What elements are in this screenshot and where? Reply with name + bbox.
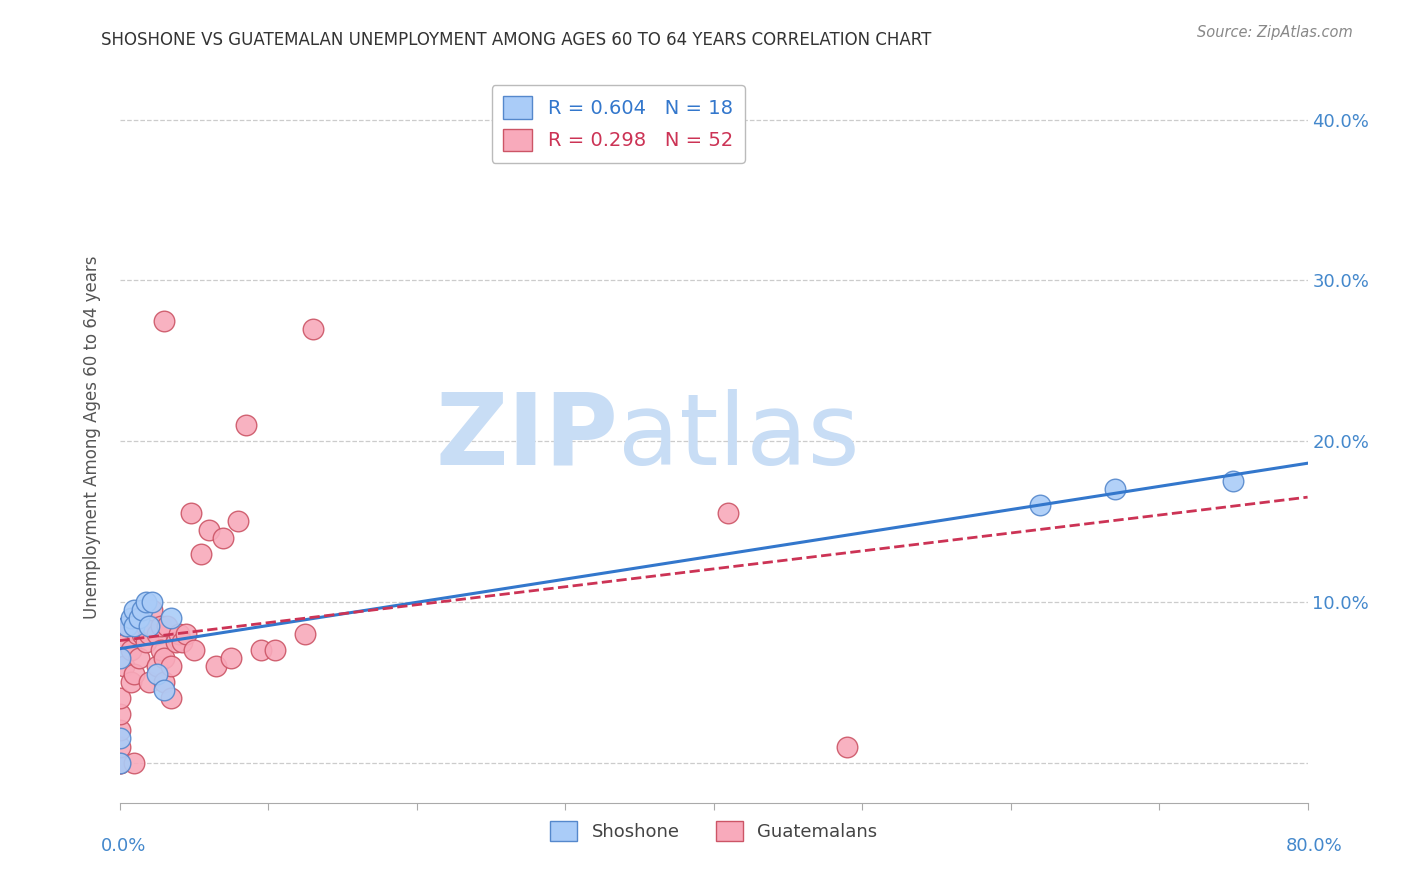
- Text: atlas: atlas: [619, 389, 860, 485]
- Point: [138, 619, 160, 633]
- Point: [120, 675, 142, 690]
- Point: [115, 619, 138, 633]
- Point: [197, 523, 219, 537]
- Point: [170, 635, 193, 649]
- Point: [190, 547, 212, 561]
- Point: [128, 651, 150, 665]
- Point: [180, 507, 202, 521]
- Point: [124, 603, 146, 617]
- Point: [156, 619, 179, 633]
- Point: [212, 531, 235, 545]
- Point: [235, 417, 257, 432]
- Point: [219, 651, 242, 665]
- Point: [138, 675, 160, 690]
- Point: [153, 675, 176, 690]
- Point: [141, 595, 163, 609]
- Point: [153, 313, 176, 327]
- Point: [301, 321, 323, 335]
- Point: [165, 635, 187, 649]
- Point: [160, 691, 183, 706]
- Point: [108, 739, 131, 754]
- Point: [131, 603, 153, 617]
- Point: [124, 756, 146, 770]
- Point: [183, 643, 205, 657]
- Point: [112, 659, 135, 673]
- Point: [153, 683, 176, 698]
- Text: ZIP: ZIP: [436, 389, 619, 485]
- Point: [249, 643, 271, 657]
- Point: [205, 659, 228, 673]
- Point: [176, 627, 198, 641]
- Point: [108, 756, 131, 770]
- Point: [160, 659, 183, 673]
- Point: [108, 691, 131, 706]
- Point: [108, 731, 131, 746]
- Legend: Shoshone, Guatemalans: Shoshone, Guatemalans: [543, 814, 884, 848]
- Point: [228, 515, 250, 529]
- Point: [108, 723, 131, 738]
- Point: [128, 611, 150, 625]
- Point: [294, 627, 316, 641]
- Point: [141, 603, 163, 617]
- Point: [135, 619, 157, 633]
- Point: [1029, 499, 1052, 513]
- Text: 0.0%: 0.0%: [101, 837, 146, 855]
- Text: 80.0%: 80.0%: [1286, 837, 1343, 855]
- Point: [837, 739, 859, 754]
- Text: Source: ZipAtlas.com: Source: ZipAtlas.com: [1197, 25, 1353, 40]
- Y-axis label: Unemployment Among Ages 60 to 64 years: Unemployment Among Ages 60 to 64 years: [83, 255, 101, 619]
- Point: [717, 507, 740, 521]
- Point: [160, 611, 183, 625]
- Point: [135, 595, 157, 609]
- Point: [115, 619, 138, 633]
- Point: [150, 643, 173, 657]
- Point: [1222, 475, 1244, 489]
- Point: [131, 611, 153, 625]
- Point: [167, 627, 190, 641]
- Point: [124, 667, 146, 681]
- Point: [141, 619, 163, 633]
- Point: [135, 635, 157, 649]
- Point: [108, 651, 131, 665]
- Point: [120, 611, 142, 625]
- Point: [153, 651, 176, 665]
- Point: [124, 619, 146, 633]
- Point: [115, 635, 138, 649]
- Point: [120, 643, 142, 657]
- Point: [150, 619, 173, 633]
- Point: [145, 659, 167, 673]
- Point: [264, 643, 287, 657]
- Point: [108, 707, 131, 722]
- Point: [108, 756, 131, 770]
- Point: [145, 627, 167, 641]
- Point: [1104, 483, 1126, 497]
- Point: [145, 667, 167, 681]
- Point: [138, 627, 160, 641]
- Point: [127, 627, 149, 641]
- Text: SHOSHONE VS GUATEMALAN UNEMPLOYMENT AMONG AGES 60 TO 64 YEARS CORRELATION CHART: SHOSHONE VS GUATEMALAN UNEMPLOYMENT AMON…: [101, 31, 932, 49]
- Point: [131, 627, 153, 641]
- Point: [108, 756, 131, 770]
